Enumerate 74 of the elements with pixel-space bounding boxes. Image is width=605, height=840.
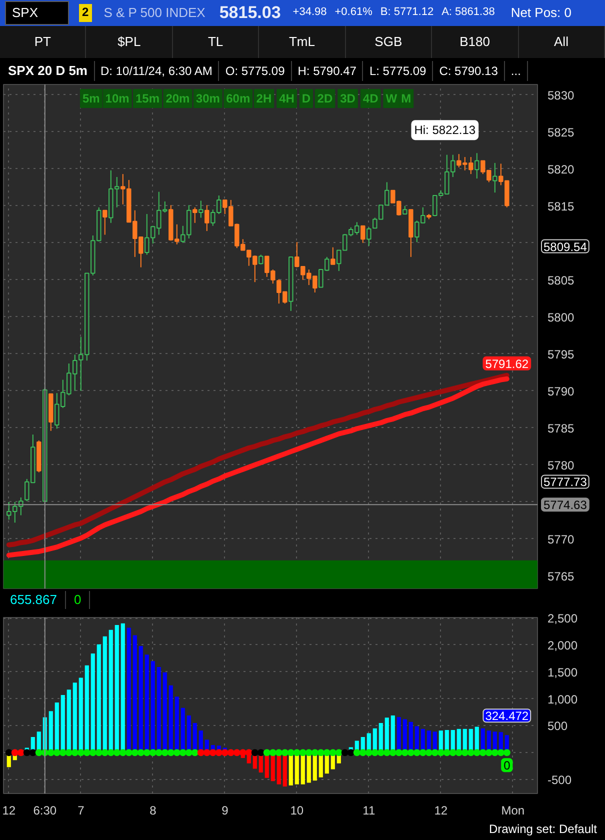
- text: 5777.73: [544, 475, 588, 490]
- y-tick-label: 5805: [548, 273, 575, 288]
- y-tick-label: 5825: [548, 125, 575, 140]
- x-tick-label: 7: [78, 804, 85, 818]
- annotation: 4H: [279, 92, 294, 106]
- x-tick-label: 8: [150, 804, 157, 818]
- x-tick-label: 6:30: [33, 804, 57, 818]
- x-tick-label: Mon: [501, 804, 525, 818]
- text: B: 5771.12: [380, 5, 434, 20]
- y-tick-label: 5785: [548, 421, 575, 436]
- text: 5809.54: [544, 240, 588, 254]
- y-tick-label: 5795: [548, 347, 575, 362]
- text: TL: [172, 26, 260, 58]
- y-tick-label: 1,500: [548, 665, 578, 680]
- y-tick-label: 5770: [548, 532, 575, 546]
- text: D: 10/11/24, 6:30 AM: [94, 61, 220, 81]
- text: SGB: [346, 26, 432, 58]
- text: L: 5775.09: [363, 61, 434, 81]
- y-tick-label: 1,000: [548, 692, 578, 706]
- text: H: 5790.47: [292, 61, 364, 81]
- data-label: 0: [504, 758, 511, 773]
- text: 5815.03: [219, 2, 281, 24]
- x-tick-label: 11: [362, 804, 376, 818]
- annotation: 15m: [136, 92, 160, 106]
- y-tick-label: 2,000: [548, 638, 578, 652]
- annotation: 2H: [256, 92, 272, 106]
- annotation: 5m: [82, 92, 100, 106]
- y-tick-label: 5830: [548, 88, 575, 102]
- x-tick-label: 12: [434, 804, 448, 818]
- y-tick-label: 2,500: [548, 612, 578, 626]
- data-label: 5791.62: [485, 356, 529, 371]
- text: 0: [66, 590, 90, 610]
- y-tick-label: 5820: [548, 162, 575, 176]
- text: +34.98: [292, 5, 327, 20]
- y-tick-label: 5790: [548, 384, 575, 398]
- text: C: 5790.13: [433, 61, 505, 81]
- text: O: 5775.09: [219, 61, 292, 81]
- text: A: 5861.38: [442, 5, 495, 20]
- y-tick-label: -500: [548, 773, 572, 788]
- annotation: 30m: [196, 92, 220, 106]
- x-tick-label: 9: [222, 804, 229, 818]
- annotation: Hi: 5822.13: [414, 123, 476, 138]
- text: All: [518, 26, 605, 58]
- text: SPX: [5, 0, 69, 26]
- y-tick-label: 5800: [548, 310, 575, 324]
- x-tick-label: 10: [290, 804, 304, 818]
- annotation: 4D: [362, 92, 379, 106]
- text: B180: [432, 26, 519, 58]
- annotation: 2D: [317, 92, 333, 106]
- annotation: 60m: [226, 92, 250, 106]
- text: $PL: [86, 26, 173, 58]
- y-tick-label: 5780: [548, 458, 575, 472]
- x-tick-label: 12: [2, 804, 16, 818]
- text: 655.867: [2, 590, 66, 610]
- text: +0.61%: [334, 5, 372, 20]
- text: SPX 20 D 5m: [2, 61, 94, 81]
- annotation: 3D: [340, 92, 356, 106]
- annotation: D: [302, 92, 311, 106]
- ref-line-label: 5774.63: [544, 498, 588, 512]
- text: TmL: [259, 26, 346, 58]
- y-tick-label: 500: [548, 719, 568, 734]
- y-tick-label: 5815: [548, 199, 575, 214]
- annotation: 20m: [166, 92, 190, 106]
- text: PT: [0, 26, 86, 58]
- text: ...: [504, 61, 528, 81]
- annotation: 10m: [105, 92, 130, 106]
- text: Drawing set: Default: [488, 821, 597, 838]
- text: 2: [79, 4, 92, 22]
- y-tick-label: 5765: [548, 569, 575, 584]
- data-label: 324.472: [485, 709, 529, 724]
- text: S & P 500 INDEX: [104, 4, 206, 22]
- text: Net Pos: 0: [510, 4, 572, 22]
- annotation: M: [401, 92, 412, 106]
- annotation: W: [386, 92, 398, 106]
